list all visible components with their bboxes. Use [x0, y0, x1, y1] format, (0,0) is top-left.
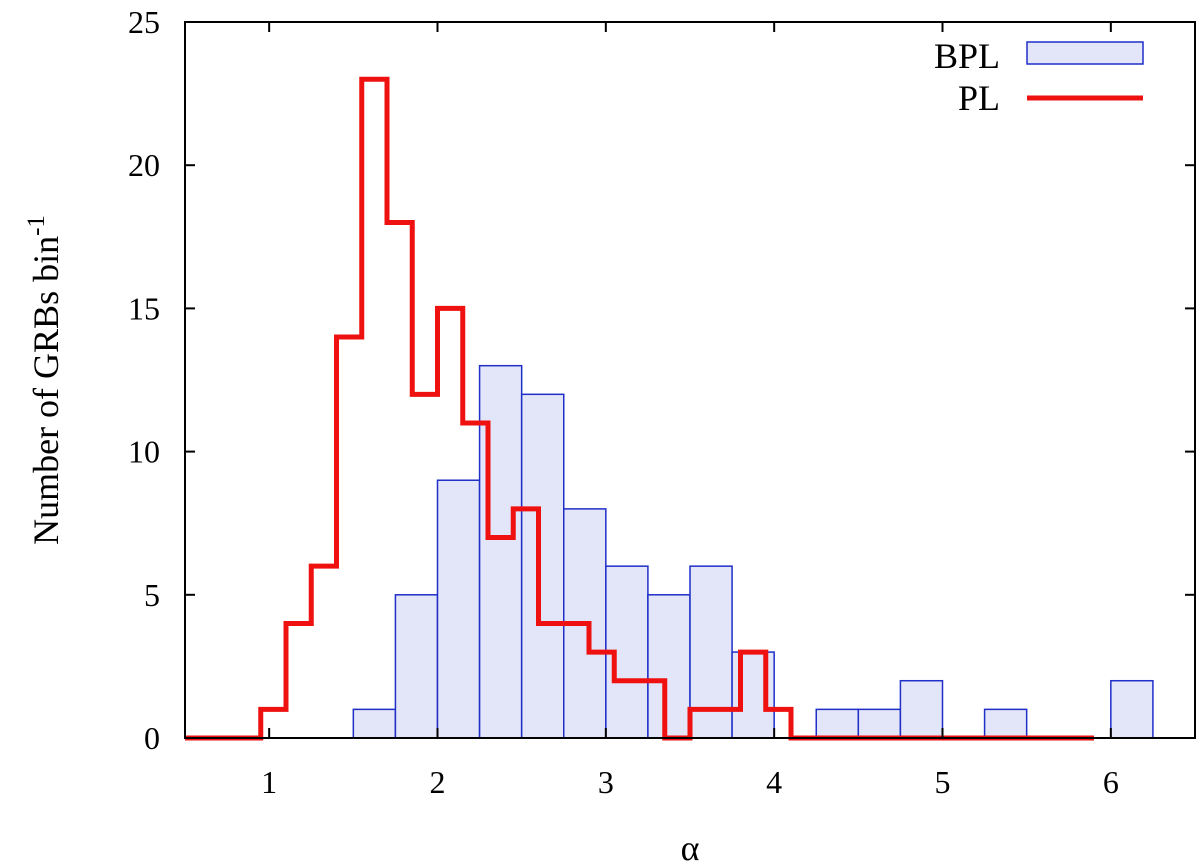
plot-frame: [184, 21, 1196, 739]
bpl-bar-4: [520, 393, 565, 739]
bpl-bar-0: [352, 708, 397, 739]
bpl-bar-7: [647, 594, 691, 739]
y-tick-label-15: 15: [128, 290, 160, 326]
y-tick-label-25: 25: [128, 4, 160, 40]
x-tick-label-3: 3: [598, 764, 614, 800]
bpl-bar-10: [815, 708, 860, 739]
bpl-bar-2: [436, 479, 481, 739]
x-tick-label-6: 6: [1103, 764, 1119, 800]
x-tick-label-1: 1: [261, 764, 277, 800]
y-tick-label-5: 5: [144, 577, 160, 613]
y-tick-label-10: 10: [128, 434, 160, 470]
bpl-bar-8: [689, 565, 733, 739]
bpl-histogram-bars: [352, 364, 1154, 739]
x-tick-label-2: 2: [430, 764, 446, 800]
y-axis-label: Number of GRBs bin-1: [23, 215, 66, 545]
legend-label-bpl: BPL: [934, 36, 1000, 76]
x-tick-label-5: 5: [935, 764, 951, 800]
bpl-bar-11: [857, 708, 902, 739]
y-axis-label-superscript: -1: [23, 215, 50, 236]
y-tick-label-20: 20: [128, 147, 160, 183]
y-axis-label-main: Number of GRBs bin: [26, 236, 66, 545]
x-tick-label-4: 4: [766, 764, 782, 800]
bpl-bar-1: [394, 594, 439, 739]
legend: BPL PL: [934, 36, 1144, 118]
y-axis-ticks: 0 5 10 15 20 25: [128, 4, 1195, 756]
legend-label-pl: PL: [958, 78, 1000, 118]
y-tick-label-0: 0: [144, 720, 160, 756]
legend-swatch-bpl: [1026, 41, 1144, 65]
x-axis-ticks: 1 2 3 4 5 6: [261, 22, 1119, 800]
bpl-bar-13: [983, 708, 1028, 739]
bpl-bar-14: [1110, 679, 1154, 739]
x-axis-label: α: [681, 828, 700, 863]
bpl-bar-12: [899, 679, 944, 739]
